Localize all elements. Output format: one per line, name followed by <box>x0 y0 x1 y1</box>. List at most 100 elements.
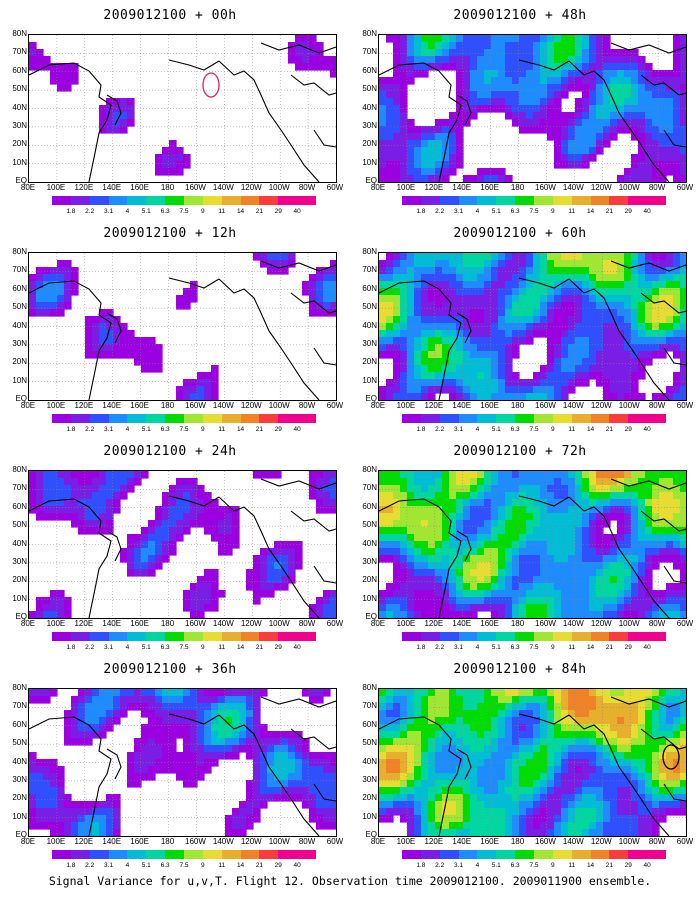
colorbar-label: 11 <box>218 862 226 869</box>
variance-cell <box>470 801 478 809</box>
variance-cell <box>568 147 576 155</box>
variance-cell <box>477 63 485 71</box>
variance-cell <box>99 506 107 514</box>
variance-cell <box>631 344 639 352</box>
variance-cell <box>29 787 37 795</box>
variance-cell <box>386 91 394 99</box>
variance-cell <box>134 534 142 542</box>
variance-cell <box>498 393 506 400</box>
variance-cell <box>407 724 415 732</box>
latitude-label: 50N <box>12 302 27 312</box>
variance-cell <box>386 710 394 718</box>
variance-cell <box>148 548 156 556</box>
variance-cell <box>134 766 142 774</box>
variance-cell <box>505 752 513 760</box>
variance-cell <box>386 717 394 725</box>
variance-cell <box>428 527 436 535</box>
variance-cell <box>547 253 555 261</box>
variance-cell <box>589 787 597 795</box>
variance-cell <box>540 309 548 317</box>
variance-cell <box>190 520 198 528</box>
variance-cell <box>491 506 499 514</box>
variance-cell <box>610 344 618 352</box>
variance-cell <box>498 815 506 823</box>
variance-cell <box>456 260 464 268</box>
variance-cell <box>610 745 618 753</box>
variance-cell <box>498 766 506 774</box>
variance-cell <box>57 506 65 514</box>
colorbar-label: 2.2 <box>85 862 95 869</box>
variance-cell <box>393 485 401 493</box>
variance-cell <box>442 281 450 289</box>
variance-cell <box>631 780 639 788</box>
variance-cell <box>561 829 569 836</box>
variance-cell <box>540 710 548 718</box>
variance-cell <box>253 597 261 605</box>
variance-cell <box>463 344 471 352</box>
variance-cell <box>400 590 408 598</box>
variance-cell <box>386 773 394 781</box>
variance-cell <box>512 829 520 836</box>
variance-cell <box>624 590 632 598</box>
variance-cell <box>393 773 401 781</box>
variance-cell <box>645 358 653 366</box>
variance-cell <box>589 35 597 43</box>
variance-cell <box>120 485 128 493</box>
variance-cell <box>477 590 485 598</box>
variance-cell <box>617 365 625 373</box>
variance-cell <box>449 717 457 725</box>
variance-cell <box>239 808 247 816</box>
variance-cell <box>169 520 177 528</box>
variance-cell <box>400 604 408 612</box>
longitude-label: 100W <box>618 183 640 192</box>
variance-cell <box>603 295 611 303</box>
variance-cell <box>596 358 604 366</box>
variance-cell <box>645 738 653 746</box>
variance-cell <box>505 485 513 493</box>
variance-cell <box>540 56 548 64</box>
variance-cell <box>456 98 464 106</box>
variance-cell <box>589 323 597 331</box>
variance-cell <box>169 710 177 718</box>
colorbar-swatch <box>552 850 572 859</box>
coastline <box>313 347 336 366</box>
variance-cell <box>617 471 625 479</box>
variance-cell <box>491 471 499 479</box>
variance-cell <box>197 689 205 697</box>
variance-cell <box>456 288 464 296</box>
variance-cell <box>659 773 667 781</box>
variance-cell <box>540 527 548 535</box>
variance-cell <box>442 766 450 774</box>
variance-cell <box>589 583 597 591</box>
variance-cell <box>246 576 254 584</box>
variance-cell <box>561 133 569 141</box>
variance-cell <box>155 689 163 697</box>
variance-cell <box>120 471 128 479</box>
variance-cell <box>435 358 443 366</box>
variance-cell <box>610 309 618 317</box>
coastline <box>260 696 336 708</box>
variance-cell <box>78 485 86 493</box>
variance-cell <box>484 590 492 598</box>
coastline <box>568 496 670 618</box>
colorbar-swatch <box>240 196 260 205</box>
variance-cell <box>484 316 492 324</box>
variance-cell <box>414 597 422 605</box>
variance-cell <box>113 689 121 697</box>
variance-cell <box>288 42 296 50</box>
variance-cell <box>631 91 639 99</box>
variance-cell <box>624 506 632 514</box>
variance-cell <box>610 780 618 788</box>
variance-cell <box>442 309 450 317</box>
variance-cell <box>575 520 583 528</box>
latitude-label: 60N <box>362 283 377 293</box>
variance-cell <box>288 576 296 584</box>
longitude-label: 120W <box>240 837 262 846</box>
variance-cell <box>183 766 191 774</box>
variance-cell <box>414 822 422 830</box>
variance-cell <box>120 351 128 359</box>
variance-cell <box>190 710 198 718</box>
variance-cell <box>554 63 562 71</box>
variance-cell <box>470 288 478 296</box>
variance-cell <box>519 485 527 493</box>
